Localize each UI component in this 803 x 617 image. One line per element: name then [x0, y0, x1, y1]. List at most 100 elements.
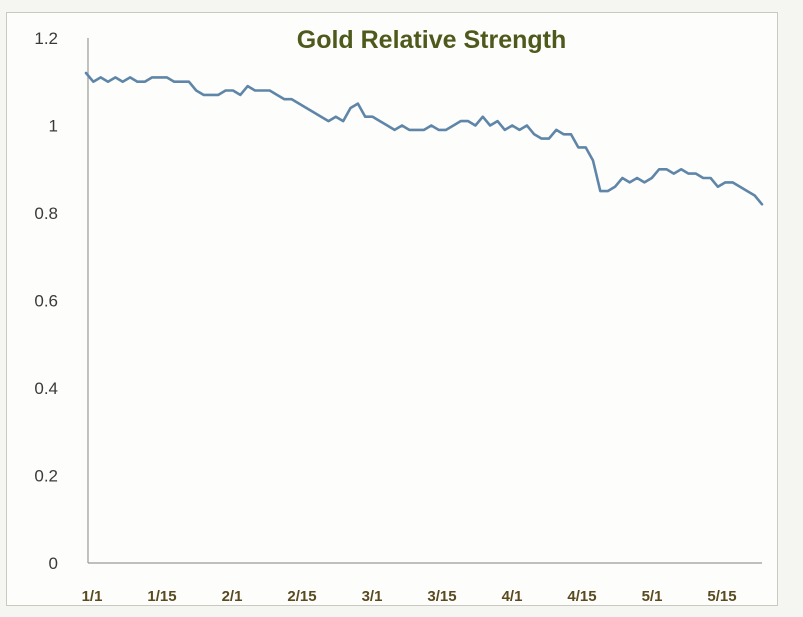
data-point [173, 80, 176, 83]
data-point [452, 124, 455, 127]
data-point [548, 137, 551, 140]
x-tick-label: 5/1 [642, 588, 663, 605]
data-point [114, 76, 117, 79]
y-tick-label: 1.2 [34, 29, 58, 48]
series-group [84, 71, 764, 206]
data-point [202, 94, 205, 97]
data-point [621, 177, 624, 180]
data-point [717, 186, 720, 189]
data-point [151, 76, 154, 79]
data-point [731, 181, 734, 184]
data-point [643, 181, 646, 184]
data-point [283, 98, 286, 101]
data-point [210, 94, 213, 97]
x-tick-label: 1/15 [147, 588, 176, 605]
y-tick-label: 0.6 [34, 292, 58, 311]
data-point [99, 76, 102, 79]
data-point [290, 98, 293, 101]
data-point [254, 89, 257, 92]
y-tick-label: 0.8 [34, 204, 58, 223]
data-point [305, 107, 308, 110]
x-tick-label: 3/15 [427, 588, 456, 605]
data-point [474, 124, 477, 127]
data-point [526, 124, 529, 127]
data-point [136, 80, 139, 83]
data-point [753, 194, 756, 197]
data-point [144, 80, 147, 83]
data-point [658, 168, 661, 171]
data-point [313, 111, 316, 114]
data-point [665, 168, 668, 171]
data-point [320, 115, 323, 118]
data-point [746, 190, 749, 193]
data-point [327, 120, 330, 123]
data-point [188, 80, 191, 83]
data-point [415, 129, 418, 132]
data-point [651, 177, 654, 180]
data-point [724, 181, 727, 184]
data-point [107, 80, 110, 83]
data-point [614, 186, 617, 189]
data-point [702, 177, 705, 180]
data-point [121, 80, 124, 83]
data-point [437, 129, 440, 132]
data-point [606, 190, 609, 193]
data-point [379, 120, 382, 123]
data-point [511, 124, 514, 127]
x-tick-label: 2/15 [287, 588, 316, 605]
data-point [246, 85, 249, 88]
data-point [555, 129, 558, 132]
chart-title: Gold Relative Strength [296, 26, 567, 54]
data-point [408, 129, 411, 132]
data-point [166, 76, 169, 79]
data-point [85, 72, 88, 75]
y-tick-label: 0.4 [34, 379, 58, 398]
data-point [261, 89, 264, 92]
data-point [445, 129, 448, 132]
data-point [298, 102, 301, 105]
y-tick-label: 0.2 [34, 467, 58, 486]
data-point [239, 94, 242, 97]
x-tick-label: 2/1 [222, 588, 243, 605]
x-tick-label: 1/1 [82, 588, 103, 605]
data-point [504, 129, 507, 132]
data-point [540, 137, 543, 140]
x-tick-label: 4/15 [567, 588, 596, 605]
data-point [371, 115, 374, 118]
data-point [195, 89, 198, 92]
data-point [599, 190, 602, 193]
data-point [224, 89, 227, 92]
data-point [158, 76, 161, 79]
data-point [268, 89, 271, 92]
data-point [386, 124, 389, 127]
data-point [709, 177, 712, 180]
data-point [584, 146, 587, 149]
data-point [430, 124, 433, 127]
data-point [342, 120, 345, 123]
x-tick-label: 4/1 [502, 588, 523, 605]
data-point [680, 168, 683, 171]
data-point [423, 129, 426, 132]
data-point [761, 203, 764, 206]
series-line [84, 71, 764, 206]
data-point [533, 133, 536, 136]
data-point [129, 76, 132, 79]
data-point [357, 102, 360, 105]
data-point [482, 115, 485, 118]
data-point [180, 80, 183, 83]
data-point [518, 129, 521, 132]
axes [87, 38, 762, 564]
data-point [276, 94, 279, 97]
data-point [695, 172, 698, 175]
data-point [496, 120, 499, 123]
data-point [636, 177, 639, 180]
data-point [687, 172, 690, 175]
data-point [628, 181, 631, 184]
data-point [335, 115, 338, 118]
data-point [92, 80, 95, 83]
y-tick-label: 0 [49, 554, 58, 573]
data-point [467, 120, 470, 123]
data-point [592, 159, 595, 162]
data-point [349, 107, 352, 110]
